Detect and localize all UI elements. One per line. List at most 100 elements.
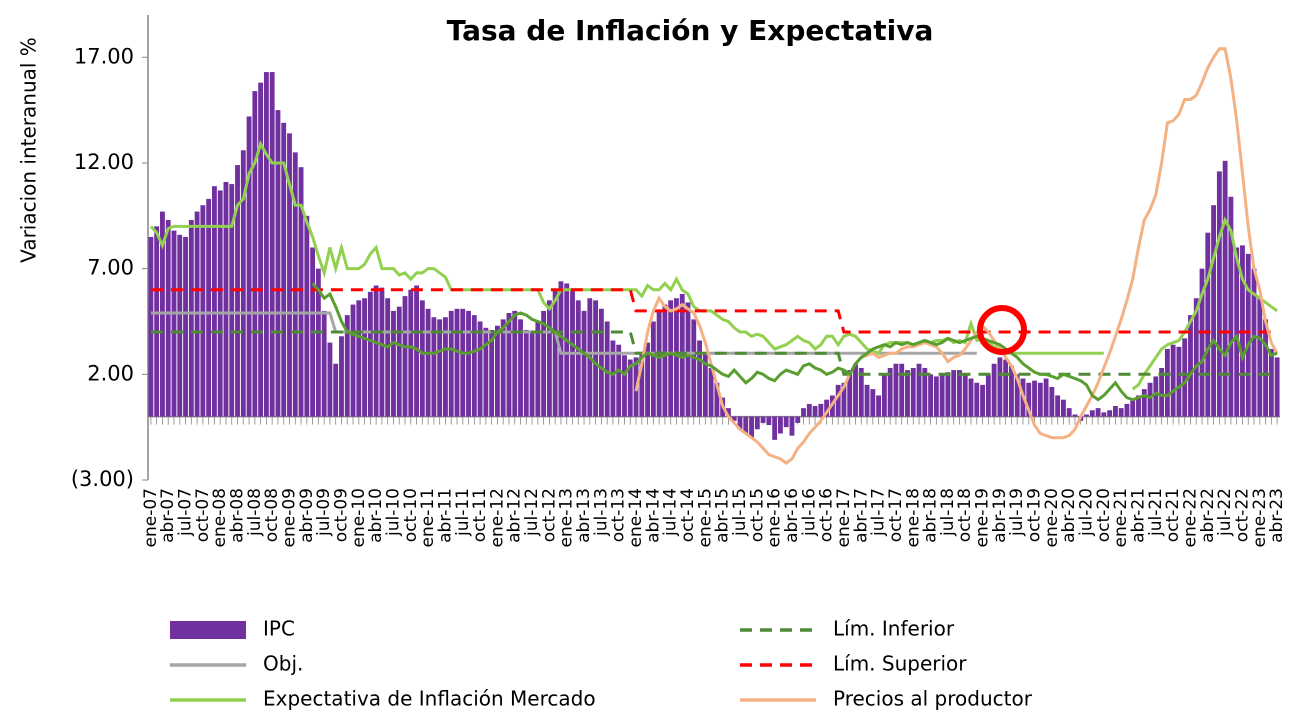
bar bbox=[593, 300, 599, 417]
x-tick-label: ene-12 bbox=[487, 488, 507, 547]
bar bbox=[1072, 414, 1078, 417]
bar bbox=[772, 416, 778, 440]
bar bbox=[726, 408, 731, 417]
bar bbox=[425, 308, 431, 417]
bar bbox=[1164, 348, 1170, 417]
bar bbox=[483, 327, 489, 417]
x-tick-label: oct-20 bbox=[1094, 488, 1114, 542]
bar bbox=[385, 298, 391, 417]
bar bbox=[1228, 196, 1234, 417]
bar bbox=[645, 342, 651, 417]
bar bbox=[1060, 399, 1066, 417]
x-tick-label: abr-18 bbox=[921, 488, 941, 543]
bar bbox=[292, 152, 298, 417]
x-tick-label: abr-16 bbox=[782, 488, 802, 543]
bar bbox=[1188, 315, 1193, 417]
bar bbox=[737, 416, 743, 430]
bar bbox=[616, 344, 622, 417]
bar bbox=[783, 416, 789, 428]
bar bbox=[177, 234, 183, 417]
bar bbox=[518, 319, 523, 417]
bar bbox=[367, 291, 373, 417]
bar bbox=[1205, 232, 1211, 417]
bar bbox=[691, 319, 697, 417]
x-tick-label: ene-11 bbox=[418, 488, 438, 547]
bar bbox=[489, 329, 495, 417]
bar bbox=[1118, 408, 1124, 417]
bar bbox=[674, 298, 679, 417]
bar bbox=[881, 374, 887, 417]
x-tick-label: abr-10 bbox=[366, 488, 386, 543]
bar bbox=[350, 304, 356, 417]
y-tick-label: (3.00) bbox=[71, 467, 134, 491]
x-tick-label: jul-09 bbox=[314, 488, 334, 537]
bar bbox=[1066, 408, 1072, 417]
x-tick-label: abr-07 bbox=[158, 488, 178, 543]
bar bbox=[437, 319, 443, 417]
bar bbox=[246, 116, 252, 417]
x-tick-label: jul-19 bbox=[1007, 488, 1027, 537]
x-tick-label: oct-22 bbox=[1232, 488, 1252, 542]
bar bbox=[887, 367, 893, 417]
bar bbox=[373, 285, 379, 417]
bar bbox=[893, 363, 899, 417]
bar bbox=[656, 310, 662, 417]
bar bbox=[1268, 348, 1274, 417]
bar bbox=[1037, 382, 1043, 417]
x-tick-label: abr-15 bbox=[713, 488, 733, 543]
x-tick-label: oct-13 bbox=[609, 488, 629, 542]
bar bbox=[622, 355, 627, 417]
x-tick-label: abr-23 bbox=[1267, 488, 1287, 543]
bar bbox=[448, 310, 454, 417]
bar bbox=[408, 289, 414, 417]
bar bbox=[431, 317, 437, 417]
bar bbox=[1159, 367, 1165, 417]
bar bbox=[1182, 338, 1188, 417]
x-tick-label: ene-15 bbox=[695, 488, 715, 547]
x-tick-label: ene-14 bbox=[626, 488, 646, 547]
x-tick-label: jul-14 bbox=[661, 488, 681, 537]
x-tick-label: oct-07 bbox=[193, 488, 213, 542]
bar bbox=[714, 382, 720, 417]
bar bbox=[604, 321, 610, 417]
bar bbox=[344, 315, 350, 417]
bar bbox=[494, 325, 500, 417]
bar bbox=[211, 186, 217, 417]
bar bbox=[899, 363, 905, 417]
bar bbox=[506, 313, 512, 417]
chart-title: Tasa de Inflación y Expectativa bbox=[447, 14, 934, 47]
bar bbox=[327, 342, 333, 417]
bar bbox=[148, 236, 154, 417]
x-tick-label: jul-08 bbox=[245, 488, 265, 537]
bar bbox=[824, 399, 830, 417]
bar bbox=[304, 215, 310, 417]
legend-label: Obj. bbox=[263, 652, 303, 676]
bar bbox=[223, 181, 229, 417]
x-tick-label: oct-11 bbox=[470, 488, 490, 542]
bar bbox=[466, 310, 471, 417]
bar bbox=[240, 150, 246, 417]
bar bbox=[541, 310, 547, 417]
bar bbox=[1222, 160, 1228, 417]
bar bbox=[1199, 268, 1205, 417]
x-tick-label: oct-08 bbox=[262, 488, 282, 542]
x-tick-label: abr-17 bbox=[851, 488, 871, 543]
x-tick-label: oct-16 bbox=[817, 488, 837, 542]
x-tick-label: ene-19 bbox=[973, 488, 993, 547]
bar bbox=[1026, 382, 1032, 417]
bar bbox=[928, 374, 934, 417]
bar bbox=[1193, 298, 1199, 417]
x-tick-label: oct-21 bbox=[1163, 488, 1183, 542]
bar bbox=[1216, 171, 1222, 417]
legend-label: Lím. Superior bbox=[833, 652, 967, 676]
x-tick-label: oct-14 bbox=[678, 488, 698, 542]
bar bbox=[777, 416, 783, 434]
bar bbox=[339, 336, 344, 417]
y-tick-label: 7.00 bbox=[87, 256, 134, 280]
x-tick-label: ene-17 bbox=[834, 488, 854, 547]
x-tick-label: ene-08 bbox=[210, 488, 230, 547]
bar bbox=[997, 357, 1003, 417]
bar bbox=[229, 184, 235, 417]
bar bbox=[985, 374, 991, 417]
